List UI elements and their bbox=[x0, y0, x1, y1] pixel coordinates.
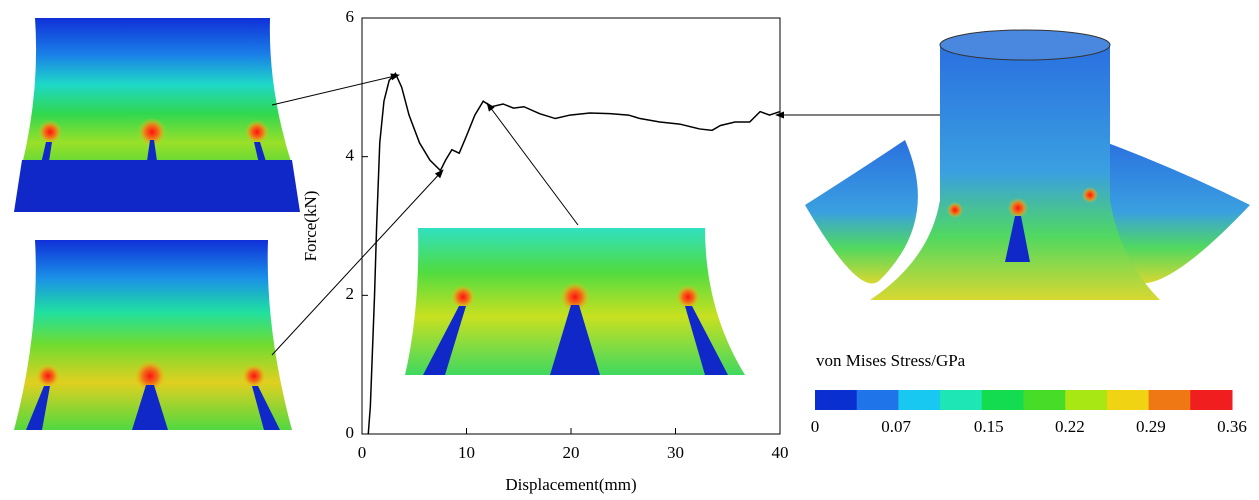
fe-image-top-left bbox=[14, 18, 300, 212]
y-axis-label: Force(kN) bbox=[301, 191, 320, 262]
fe-image-bottom-left bbox=[14, 240, 292, 430]
color-band bbox=[1148, 390, 1191, 410]
colorbar-tick-label: 0.15 bbox=[974, 417, 1004, 436]
x-tick-label: 20 bbox=[563, 443, 580, 462]
color-band bbox=[856, 390, 899, 410]
force-curve bbox=[367, 72, 781, 435]
y-tick-label: 4 bbox=[346, 146, 355, 165]
arrow bbox=[271, 73, 400, 106]
color-band bbox=[1065, 390, 1108, 410]
color-band bbox=[1106, 390, 1150, 410]
colorbar-tick-label: 0.29 bbox=[1136, 417, 1166, 436]
color-band bbox=[1023, 390, 1066, 410]
colorbar-tick-label: 0 bbox=[811, 417, 820, 436]
x-tick-label: 0 bbox=[358, 443, 367, 462]
x-tick-label: 10 bbox=[458, 443, 475, 462]
color-band bbox=[898, 390, 941, 410]
color-band bbox=[940, 390, 983, 410]
y-tick-label: 0 bbox=[346, 423, 355, 442]
fe-image-right bbox=[805, 29, 1250, 300]
colorbar-title: von Mises Stress/GPa bbox=[816, 351, 966, 370]
color-band bbox=[815, 390, 858, 410]
colorbar-tick-label: 0.22 bbox=[1055, 417, 1085, 436]
arrow bbox=[271, 169, 444, 356]
color-band bbox=[1190, 390, 1233, 410]
fe-image-center bbox=[405, 228, 745, 375]
colorbar-tick-label: 0.36 bbox=[1217, 417, 1247, 436]
y-tick-label: 6 bbox=[346, 7, 355, 26]
x-axis-label: Displacement(mm) bbox=[505, 475, 636, 494]
arrow bbox=[486, 102, 579, 226]
color-band bbox=[981, 390, 1024, 410]
x-tick-label: 40 bbox=[772, 443, 789, 462]
y-tick-label: 2 bbox=[346, 284, 355, 303]
colorbar-tick-label: 0.07 bbox=[881, 417, 911, 436]
x-tick-label: 30 bbox=[667, 443, 684, 462]
